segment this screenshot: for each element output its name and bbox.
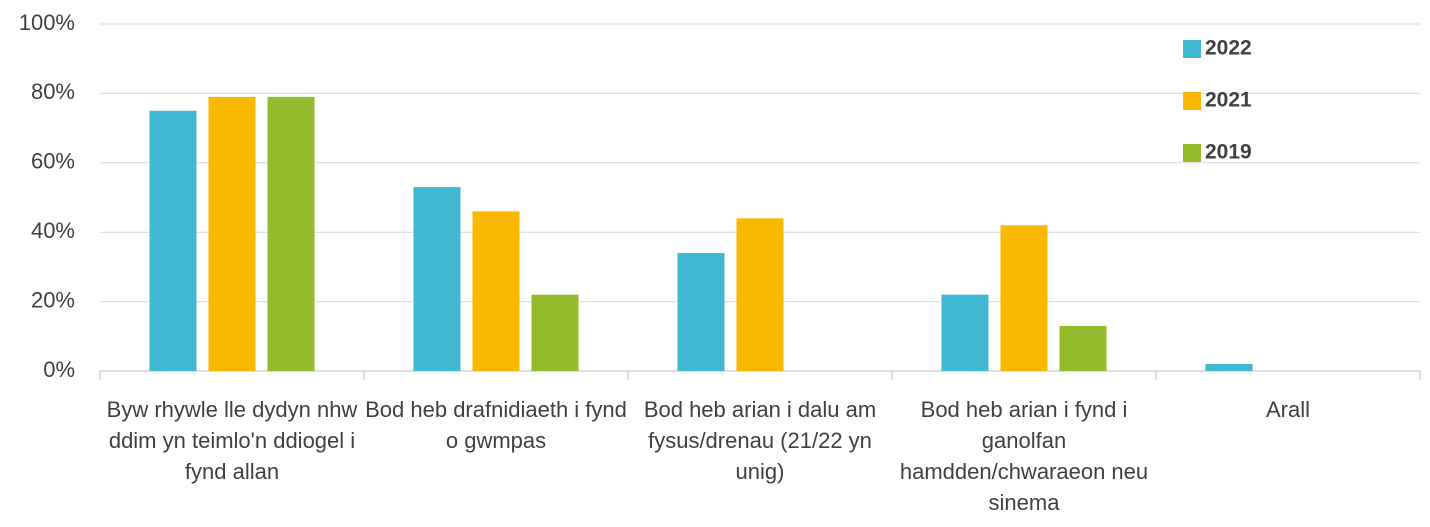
bar — [149, 110, 197, 371]
bar — [1059, 325, 1107, 371]
bar — [941, 294, 989, 371]
legend-label: 2019 — [1205, 141, 1252, 164]
x-tick-label: Bod heb arian i dalu am fysus/drenau (21… — [643, 397, 877, 484]
legend-swatch — [1183, 144, 1201, 162]
y-tick-label: 20% — [31, 287, 75, 312]
y-tick-label: 100% — [19, 10, 75, 35]
y-tick-label: 60% — [31, 149, 75, 174]
y-tick-label: 80% — [31, 79, 75, 104]
bar — [1000, 225, 1048, 371]
x-tick-label: Bod heb arian i fynd i ganolfan hamdden/… — [899, 397, 1149, 515]
x-tick-label: Byw rhywle lle dydyn nhw ddim yn teimlo'… — [106, 397, 358, 484]
bar — [1205, 364, 1253, 371]
bar — [472, 211, 520, 371]
bar — [736, 218, 784, 371]
legend-swatch — [1183, 40, 1201, 58]
bar — [267, 96, 315, 372]
legend-label: 2021 — [1205, 89, 1252, 112]
bar — [413, 187, 461, 371]
bar — [677, 253, 725, 371]
x-tick-label: Arall — [1265, 397, 1310, 422]
legend-swatch — [1183, 92, 1201, 110]
legend-label: 2022 — [1205, 37, 1252, 60]
bar — [208, 96, 256, 372]
bar — [531, 294, 579, 371]
x-tick-label: Bod heb drafnidiaeth i fynd o gwmpas — [365, 397, 627, 453]
y-tick-label: 0% — [43, 357, 75, 382]
y-tick-label: 40% — [31, 218, 75, 243]
